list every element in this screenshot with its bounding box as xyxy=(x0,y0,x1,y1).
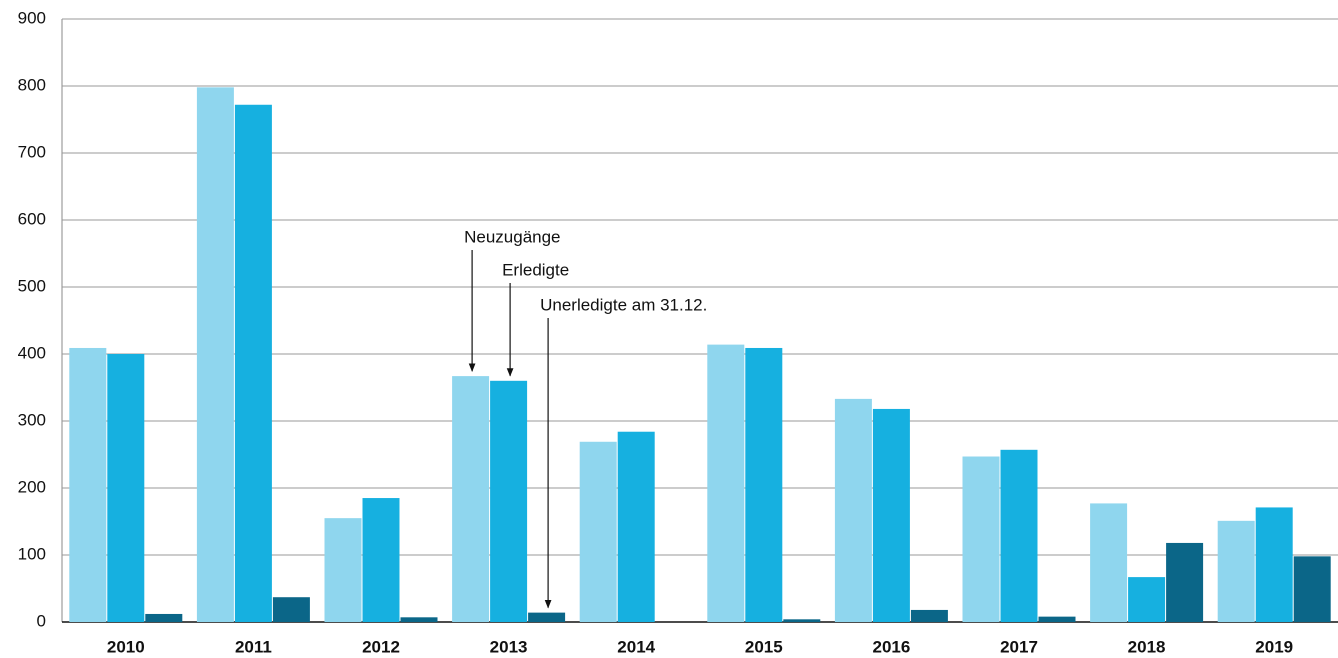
bar xyxy=(745,347,783,622)
x-tick-label: 2010 xyxy=(107,637,145,656)
bar xyxy=(400,617,438,622)
bar xyxy=(234,104,272,622)
annotation: Erledigte xyxy=(502,260,569,279)
y-tick-label: 800 xyxy=(18,75,46,94)
bar xyxy=(1255,507,1293,622)
bar xyxy=(834,398,872,622)
bar xyxy=(196,87,234,623)
y-tick-label: 400 xyxy=(18,343,46,362)
bar xyxy=(528,612,566,622)
bar xyxy=(1128,577,1166,622)
annotation: Unerledigte am 31.12. xyxy=(540,295,707,314)
bar xyxy=(107,354,145,622)
bar xyxy=(1090,503,1128,622)
bar xyxy=(579,441,617,622)
bar xyxy=(1000,449,1038,622)
bar xyxy=(324,518,362,622)
bar xyxy=(490,380,528,622)
bar xyxy=(1166,542,1204,622)
y-tick-label: 300 xyxy=(18,410,46,429)
bar xyxy=(452,376,490,622)
x-tick-label: 2015 xyxy=(745,637,783,656)
bar xyxy=(1293,556,1331,622)
y-tick-label: 100 xyxy=(18,544,46,563)
x-tick-label: 2017 xyxy=(1000,637,1038,656)
bar xyxy=(783,619,821,622)
y-tick-label: 200 xyxy=(18,477,46,496)
x-tick-label: 2011 xyxy=(235,637,272,656)
bar xyxy=(617,431,655,622)
y-tick-label: 600 xyxy=(18,209,46,228)
bar xyxy=(145,613,183,622)
y-tick-label: 0 xyxy=(37,611,46,630)
bar xyxy=(69,347,107,622)
annotation: Neuzugänge xyxy=(464,227,560,246)
bar xyxy=(1217,520,1255,622)
x-tick-label: 2012 xyxy=(362,637,400,656)
bar xyxy=(1038,616,1076,622)
x-tick-label: 2013 xyxy=(490,637,528,656)
bar xyxy=(707,344,745,622)
bar xyxy=(910,609,948,622)
x-tick-label: 2018 xyxy=(1128,637,1166,656)
y-tick-label: 700 xyxy=(18,142,46,161)
y-tick-label: 500 xyxy=(18,276,46,295)
bar xyxy=(272,597,310,622)
bar xyxy=(872,408,910,622)
bar xyxy=(962,456,1000,622)
y-tick-label: 900 xyxy=(18,8,46,27)
x-tick-label: 2014 xyxy=(617,637,655,656)
bar xyxy=(362,498,400,622)
x-tick-label: 2019 xyxy=(1255,637,1293,656)
x-tick-label: 2016 xyxy=(872,637,910,656)
